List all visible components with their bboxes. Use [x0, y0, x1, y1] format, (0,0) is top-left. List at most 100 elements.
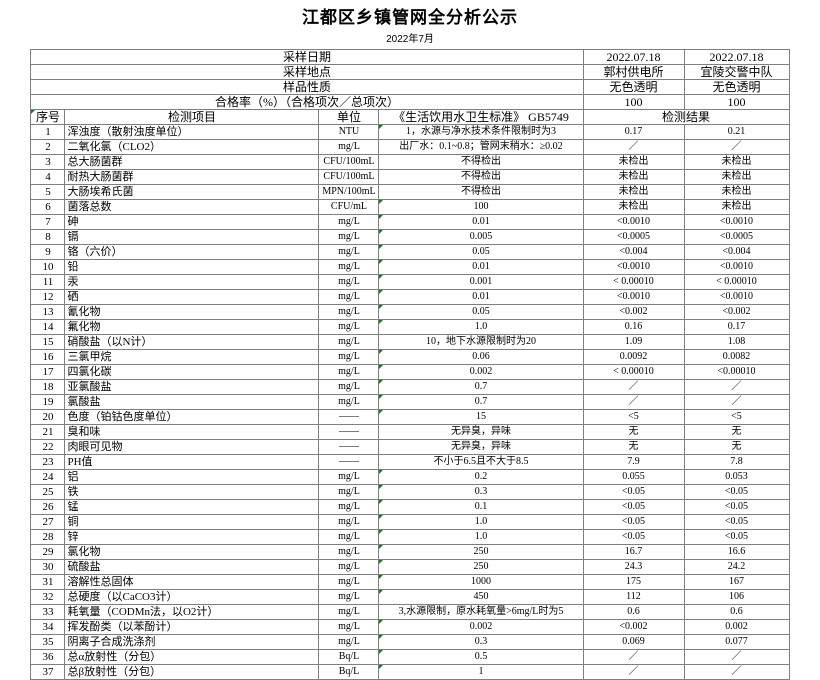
row-item-name: 总β放射性（分包）: [64, 664, 320, 680]
row-item-name: 氟化物: [64, 319, 320, 335]
row-result-site1: 无: [582, 439, 685, 455]
row-index: 30: [30, 559, 66, 575]
info-row-sample-property: 样品性质 无色透明 无色透明: [30, 79, 790, 95]
row-standard: 0.3: [378, 484, 584, 500]
row-item-name: 铜: [64, 514, 320, 530]
row-unit: Bq/L: [318, 649, 380, 665]
row-unit: mg/L: [318, 589, 380, 605]
row-result-site2: <0.004: [683, 244, 790, 260]
table-row: 23 PH值 —— 不小于6.5且不大于8.5 7.9 7.8: [30, 454, 790, 470]
row-unit: mg/L: [318, 364, 380, 380]
info-label: 采样日期: [30, 49, 584, 65]
row-standard: 0.005: [378, 229, 584, 245]
row-result-site2: 0.002: [683, 619, 790, 635]
row-index: 29: [30, 544, 66, 560]
row-standard: 0.5: [378, 649, 584, 665]
analysis-disclosure-page: 江都区乡镇管网全分析公示 2022年7月 采样日期 2022.07.18 202…: [30, 8, 790, 680]
table-row: 22 肉眼可见物 —— 无异臭，异味无无: [30, 439, 790, 455]
row-result-site2: 未检出: [683, 169, 790, 185]
row-item-name: 汞: [64, 274, 320, 290]
row-result-site2: <0.00010: [683, 364, 790, 380]
row-item-name: 砷: [64, 214, 320, 230]
row-unit: mg/L: [318, 274, 380, 290]
row-result-site1: <0.0010: [582, 289, 685, 305]
row-index: 6: [30, 199, 66, 215]
row-result-site2: 16.6: [683, 544, 790, 560]
table-row: 15 硝酸盐（以N计） mg/L 10，地下水源限制时为20 1.09 1.08: [30, 334, 790, 350]
row-standard: 250: [378, 544, 584, 560]
info-row-pass-rate: 合格率（%）（合格项次／总项次） 100 100: [30, 94, 790, 110]
row-item-name: 二氧化氯（CLO2）: [64, 139, 320, 155]
row-unit: ——: [318, 409, 380, 425]
table-header-row: 序号 检测项目 单位 《生活饮用水卫生标准》 GB5749 检测结果: [30, 109, 790, 125]
row-result-site2: 0.17: [683, 319, 790, 335]
row-standard: 100: [378, 199, 584, 215]
row-result-site1: 0.6: [582, 604, 685, 620]
row-index: 23: [30, 454, 66, 470]
row-unit: mg/L: [318, 619, 380, 635]
table-row: 33 耗氧量（CODMn法，以O2计） mg/L 3,水源限制，原水耗氧量>6mg/L…: [30, 604, 790, 620]
row-index: 4: [30, 169, 66, 185]
column-header-result: 检测结果: [582, 109, 790, 125]
row-unit: mg/L: [318, 574, 380, 590]
table-row: 31 溶解性总固体 mg/L 1000 175 167: [30, 574, 790, 590]
water-quality-table: 采样日期 2022.07.18 2022.07.18 采样地点 郭村供电所 宜陵…: [30, 49, 790, 680]
row-standard: 0.01: [378, 289, 584, 305]
row-unit: ——: [318, 439, 380, 455]
row-item-name: 氯化物: [64, 544, 320, 560]
row-index: 15: [30, 334, 66, 350]
row-unit: mg/L: [318, 634, 380, 650]
table-row: 6 菌落总数 CFU/mL 100 未检出 未检出: [30, 199, 790, 215]
row-unit: mg/L: [318, 379, 380, 395]
row-result-site1: <0.004: [582, 244, 685, 260]
info-value-site1: 无色透明: [582, 79, 685, 95]
row-result-site1: <0.05: [582, 514, 685, 530]
table-body: 采样日期 2022.07.18 2022.07.18 采样地点 郭村供电所 宜陵…: [30, 49, 790, 680]
info-value-site2: 无色透明: [683, 79, 790, 95]
row-result-site2: 0.053: [683, 469, 790, 485]
table-row: 34 挥发酚类（以苯酚计） mg/L 0.002 <0.002 0.002: [30, 619, 790, 635]
column-header-standard: 《生活饮用水卫生标准》 GB5749: [378, 109, 584, 125]
row-unit: CFU/100mL: [318, 169, 380, 185]
row-result-site1: 0.055: [582, 469, 685, 485]
row-result-site2: 未检出: [683, 154, 790, 170]
row-result-site2: < 0.00010: [683, 274, 790, 290]
row-unit: mg/L: [318, 484, 380, 500]
row-index: 32: [30, 589, 66, 605]
row-unit: mg/L: [318, 229, 380, 245]
table-row: 3 总大肠菌群 CFU/100mL 不得检出 未检出 未检出: [30, 154, 790, 170]
row-standard: 0.3: [378, 634, 584, 650]
row-standard: 0.001: [378, 274, 584, 290]
row-standard: 0.2: [378, 469, 584, 485]
row-index: 17: [30, 364, 66, 380]
table-row: 9 铬（六价） mg/L 0.05 <0.004 <0.004: [30, 244, 790, 260]
row-unit: mg/L: [318, 514, 380, 530]
row-item-name: 锌: [64, 529, 320, 545]
row-result-site2: ／: [683, 394, 790, 410]
row-result-site1: 175: [582, 574, 685, 590]
row-result-site2: ／: [683, 649, 790, 665]
row-result-site1: <0.0010: [582, 214, 685, 230]
row-index: 3: [30, 154, 66, 170]
row-result-site1: <0.05: [582, 484, 685, 500]
row-unit: mg/L: [318, 214, 380, 230]
row-result-site1: <0.05: [582, 529, 685, 545]
row-unit: mg/L: [318, 604, 380, 620]
row-result-site2: 24.2: [683, 559, 790, 575]
row-result-site2: <0.0010: [683, 259, 790, 275]
row-result-site2: <0.0005: [683, 229, 790, 245]
row-unit: mg/L: [318, 259, 380, 275]
row-unit: Bq/L: [318, 664, 380, 680]
row-result-site2: 0.077: [683, 634, 790, 650]
row-result-site1: <0.0005: [582, 229, 685, 245]
row-index: 20: [30, 409, 66, 425]
row-index: 2: [30, 139, 66, 155]
table-row: 20 色度（铂钴色度单位） —— 15 <5 <5: [30, 409, 790, 425]
row-result-site1: ／: [582, 649, 685, 665]
row-result-site2: 106: [683, 589, 790, 605]
page-title: 江都区乡镇管网全分析公示: [302, 8, 518, 27]
row-unit: MPN/100mL: [318, 184, 380, 200]
row-index: 27: [30, 514, 66, 530]
row-result-site1: 未检出: [582, 199, 685, 215]
table-row: 25 铁 mg/L 0.3 <0.05 <0.05: [30, 484, 790, 500]
